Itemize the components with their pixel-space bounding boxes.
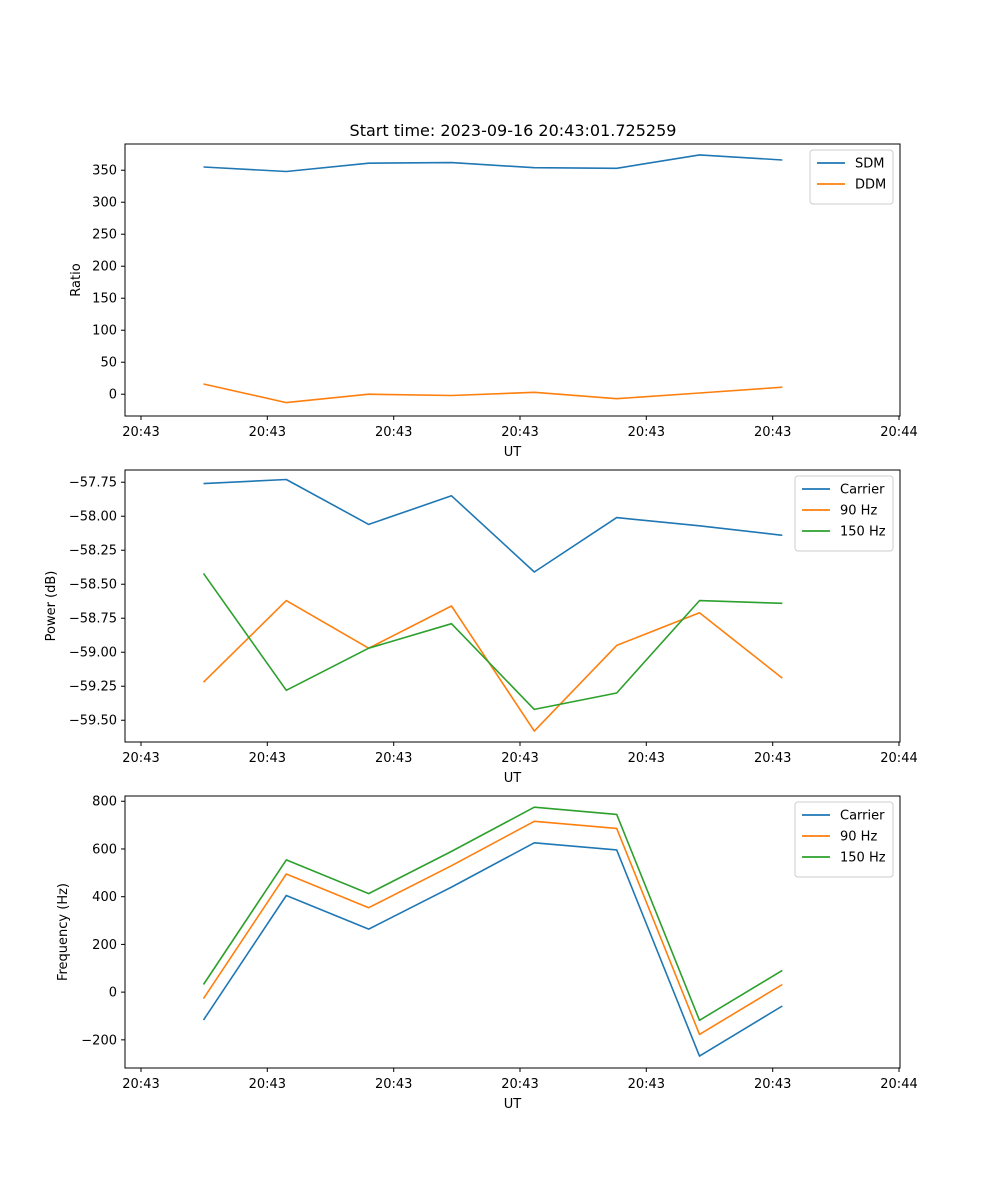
x-tick-label: 20:43: [501, 425, 538, 440]
y-tick-label: −57.75: [69, 476, 117, 491]
x-tick-label: 20:43: [122, 1077, 159, 1092]
x-axis-label: UT: [504, 445, 522, 460]
axes-frame: [124, 469, 901, 743]
legend-label: Carrier: [840, 483, 885, 498]
series-line-sdm: [203, 154, 783, 173]
legend: Carrier 90 Hz 150 Hz: [794, 801, 894, 878]
x-axis-label: UT: [504, 1097, 522, 1112]
x-tick-label: 20:43: [375, 425, 412, 440]
subplot-2: 20:43 20:43 20:43 20:43 20:43 20:43 20:44 −57.7…: [44, 469, 918, 786]
x-tick-label: 20:43: [249, 425, 286, 440]
x-tick-label: 20:43: [754, 751, 791, 766]
legend-label: 150 Hz: [840, 525, 886, 540]
series-line-ddm: [203, 383, 783, 404]
series-line-carrier: [203, 478, 783, 573]
y-tick-label: −58.00: [69, 510, 117, 525]
x-tick-label: 20:43: [754, 425, 791, 440]
x-tick-label: 20:43: [628, 425, 665, 440]
y-axis-label: Ratio: [69, 263, 84, 296]
y-tick-label: 400: [92, 890, 117, 905]
legend: SDM DDM: [809, 149, 894, 205]
y-tick-label: 200: [92, 260, 117, 275]
y-tick-label: −200: [81, 1033, 117, 1048]
chart-title: Start time: 2023-09-16 20:43:01.725259: [350, 121, 677, 140]
x-tick-label: 20:44: [880, 1077, 917, 1092]
x-tick-label: 20:43: [249, 751, 286, 766]
axes-frame: [124, 143, 901, 417]
y-tick-label: 50: [100, 356, 117, 371]
subplots: 20:43 20:43 20:43 20:43 20:43 20:43 20:44 0 50 10…: [44, 143, 918, 1112]
y-tick-label: 350: [92, 164, 117, 179]
legend: Carrier 90 Hz 150 Hz: [794, 475, 894, 552]
subplot-3: 20:43 20:43 20:43 20:43 20:43 20:43 20:44 −200 0…: [56, 795, 918, 1112]
legend-label: DDM: [855, 178, 886, 193]
series-line-150-hz: [202, 572, 783, 711]
y-tick-label: −58.25: [69, 544, 117, 559]
y-tick-label: 300: [92, 196, 117, 211]
x-tick-label: 20:43: [122, 425, 159, 440]
x-tick-label: 20:44: [880, 751, 917, 766]
y-tick-label: 100: [92, 324, 117, 339]
y-tick-label: −59.00: [69, 646, 117, 661]
legend-label: Carrier: [840, 809, 885, 824]
x-tick-label: 20:43: [249, 1077, 286, 1092]
y-tick-label: 250: [92, 228, 117, 243]
y-tick-label: 200: [92, 938, 117, 953]
y-axis-label: Power (dB): [44, 571, 59, 642]
series-line-150-hz: [202, 806, 783, 1022]
x-tick-label: 20:43: [628, 1077, 665, 1092]
y-tick-label: 0: [109, 986, 117, 1001]
x-tick-label: 20:43: [501, 1077, 538, 1092]
y-tick-label: −59.50: [69, 714, 117, 729]
y-tick-label: 600: [92, 842, 117, 857]
x-tick-label: 20:44: [880, 425, 917, 440]
axes-frame: [124, 795, 901, 1069]
x-tick-label: 20:43: [375, 751, 412, 766]
x-tick-label: 20:43: [375, 1077, 412, 1092]
y-tick-label: 800: [92, 795, 117, 810]
legend-label: 90 Hz: [840, 830, 877, 845]
series-line-90-hz: [202, 599, 783, 732]
legend-label: 90 Hz: [840, 504, 877, 519]
y-tick-label: −59.25: [69, 680, 117, 695]
y-tick-label: 0: [109, 388, 117, 403]
x-tick-label: 20:43: [122, 751, 159, 766]
legend-box: [794, 801, 894, 878]
legend-label: 150 Hz: [840, 851, 886, 866]
subplot-1: 20:43 20:43 20:43 20:43 20:43 20:43 20:44 0 50 10…: [69, 143, 918, 460]
legend-label: SDM: [855, 157, 884, 172]
x-axis-label: UT: [504, 771, 522, 786]
x-tick-label: 20:43: [754, 1077, 791, 1092]
series-line-carrier: [202, 841, 783, 1057]
legend-box: [794, 475, 894, 552]
series-line-90-hz: [202, 820, 783, 1036]
x-tick-label: 20:43: [628, 751, 665, 766]
y-tick-label: 150: [92, 292, 117, 307]
y-tick-label: −58.50: [69, 578, 117, 593]
y-tick-label: −58.75: [69, 612, 117, 627]
x-tick-label: 20:43: [501, 751, 538, 766]
y-axis-label: Frequency (Hz): [56, 883, 71, 981]
